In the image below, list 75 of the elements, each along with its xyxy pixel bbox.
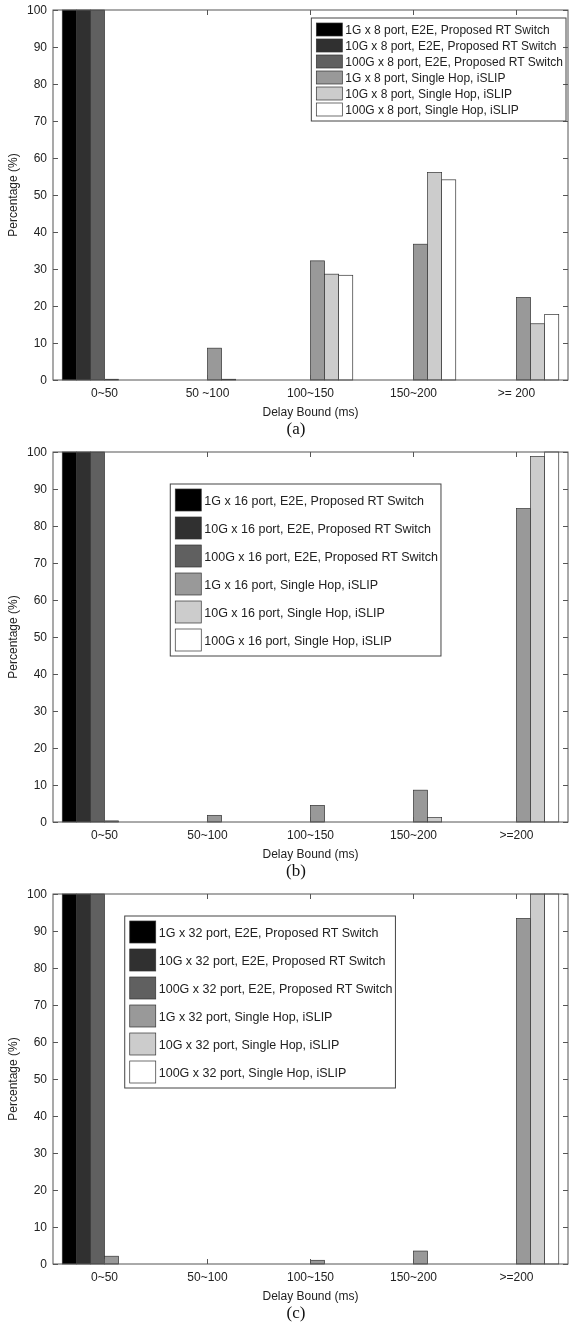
y-tick-label: 40	[33, 225, 48, 240]
x-axis-title: Delay Bound (ms)	[262, 1289, 359, 1303]
x-tick-label: 100~150	[286, 385, 335, 400]
y-tick-label: 70	[33, 114, 48, 129]
x-axis-title: Delay Bound (ms)	[262, 847, 359, 861]
legend-label: 10G x 8 port, E2E, Proposed RT Switch	[345, 39, 557, 53]
x-tick-label: 150~200	[389, 1269, 438, 1284]
x-tick-label: 100~150	[286, 1269, 335, 1284]
y-tick-label: 20	[33, 1183, 48, 1198]
x-tick-label: 0~50	[90, 827, 119, 842]
y-tick-label: 80	[33, 77, 48, 92]
legend-label: 100G x 8 port, E2E, Proposed RT Switch	[345, 55, 563, 69]
y-tick-label: 40	[33, 1109, 48, 1124]
y-axis-title: Percentage (%)	[6, 595, 20, 679]
legend-label: 100G x 16 port, E2E, Proposed RT Switch	[204, 549, 439, 564]
y-tick-label: 60	[33, 151, 48, 166]
legend-label: 10G x 16 port, E2E, Proposed RT Switch	[204, 521, 432, 536]
y-tick-label: 0	[40, 1257, 48, 1272]
y-tick-label: 80	[33, 519, 48, 534]
x-tick-label: 0~50	[90, 1269, 119, 1284]
y-tick-label: 90	[33, 482, 48, 497]
legend-label: 1G x 16 port, E2E, Proposed RT Switch	[204, 493, 425, 508]
y-tick-label: 90	[33, 40, 48, 55]
legend-label: 10G x 32 port, Single Hop, iSLIP	[158, 1037, 340, 1052]
y-tick-label: 50	[33, 630, 48, 645]
y-tick-label: 20	[33, 299, 48, 314]
text: (b)	[286, 861, 306, 880]
y-tick-label: 60	[33, 1035, 48, 1050]
legend-label: 1G x 32 port, E2E, Proposed RT Switch	[158, 925, 379, 940]
y-tick-label: 40	[33, 667, 48, 682]
y-tick-label: 10	[33, 336, 48, 351]
x-tick-label: >=200	[499, 1269, 534, 1284]
x-tick-label: >= 200	[497, 385, 536, 400]
legend-label: 10G x 32 port, E2E, Proposed RT Switch	[158, 953, 386, 968]
legend-label: 100G x 32 port, Single Hop, iSLIP	[158, 1065, 347, 1080]
x-tick-label: 50 ~100	[185, 385, 230, 400]
text: (a)	[286, 419, 306, 438]
y-tick-label: 50	[33, 1072, 48, 1087]
x-tick-label: 100~150	[286, 827, 335, 842]
x-tick-label: 50~100	[187, 1269, 229, 1284]
y-tick-label: 10	[33, 778, 48, 793]
legend-label: 1G x 16 port, Single Hop, iSLIP	[204, 577, 378, 592]
legend-label: 1G x 8 port, E2E, Proposed RT Switch	[345, 23, 550, 37]
legend-label: 100G x 16 port, Single Hop, iSLIP	[204, 633, 392, 648]
y-tick-label: 30	[33, 262, 48, 277]
y-tick-label: 100	[26, 887, 48, 902]
y-axis-title: Percentage (%)	[6, 153, 20, 237]
legend-label: 100G x 8 port, Single Hop, iSLIP	[345, 103, 519, 117]
y-tick-label: 60	[33, 593, 48, 608]
y-axis-title: Percentage (%)	[6, 1037, 20, 1121]
y-tick-label: 50	[33, 188, 48, 203]
y-tick-label: 20	[33, 741, 48, 756]
y-tick-label: 30	[33, 1146, 48, 1161]
x-tick-label: 150~200	[389, 385, 438, 400]
x-tick-label: 0~50	[90, 385, 119, 400]
x-tick-label: 150~200	[389, 827, 438, 842]
legend-label: 1G x 32 port, Single Hop, iSLIP	[158, 1009, 333, 1024]
y-tick-label: 90	[33, 924, 48, 939]
text: (c)	[286, 1303, 306, 1322]
y-tick-label: 70	[33, 998, 48, 1013]
x-tick-label: >=200	[499, 827, 534, 842]
y-tick-label: 30	[33, 704, 48, 719]
y-tick-label: 100	[26, 445, 48, 460]
x-tick-label: 50~100	[187, 827, 229, 842]
legend-label: 10G x 16 port, Single Hop, iSLIP	[204, 605, 385, 620]
y-tick-label: 0	[40, 815, 48, 830]
x-axis-title: Delay Bound (ms)	[262, 405, 359, 419]
y-tick-label: 70	[33, 556, 48, 571]
y-tick-label: 10	[33, 1220, 48, 1235]
y-tick-label: 80	[33, 961, 48, 976]
y-tick-label: 0	[40, 373, 48, 388]
legend-label: 10G x 8 port, Single Hop, iSLIP	[345, 87, 513, 101]
legend-label: 100G x 32 port, E2E, Proposed RT Switch	[158, 981, 393, 996]
y-tick-label: 100	[26, 3, 48, 18]
legend-label: 1G x 8 port, Single Hop, iSLIP	[345, 71, 506, 85]
